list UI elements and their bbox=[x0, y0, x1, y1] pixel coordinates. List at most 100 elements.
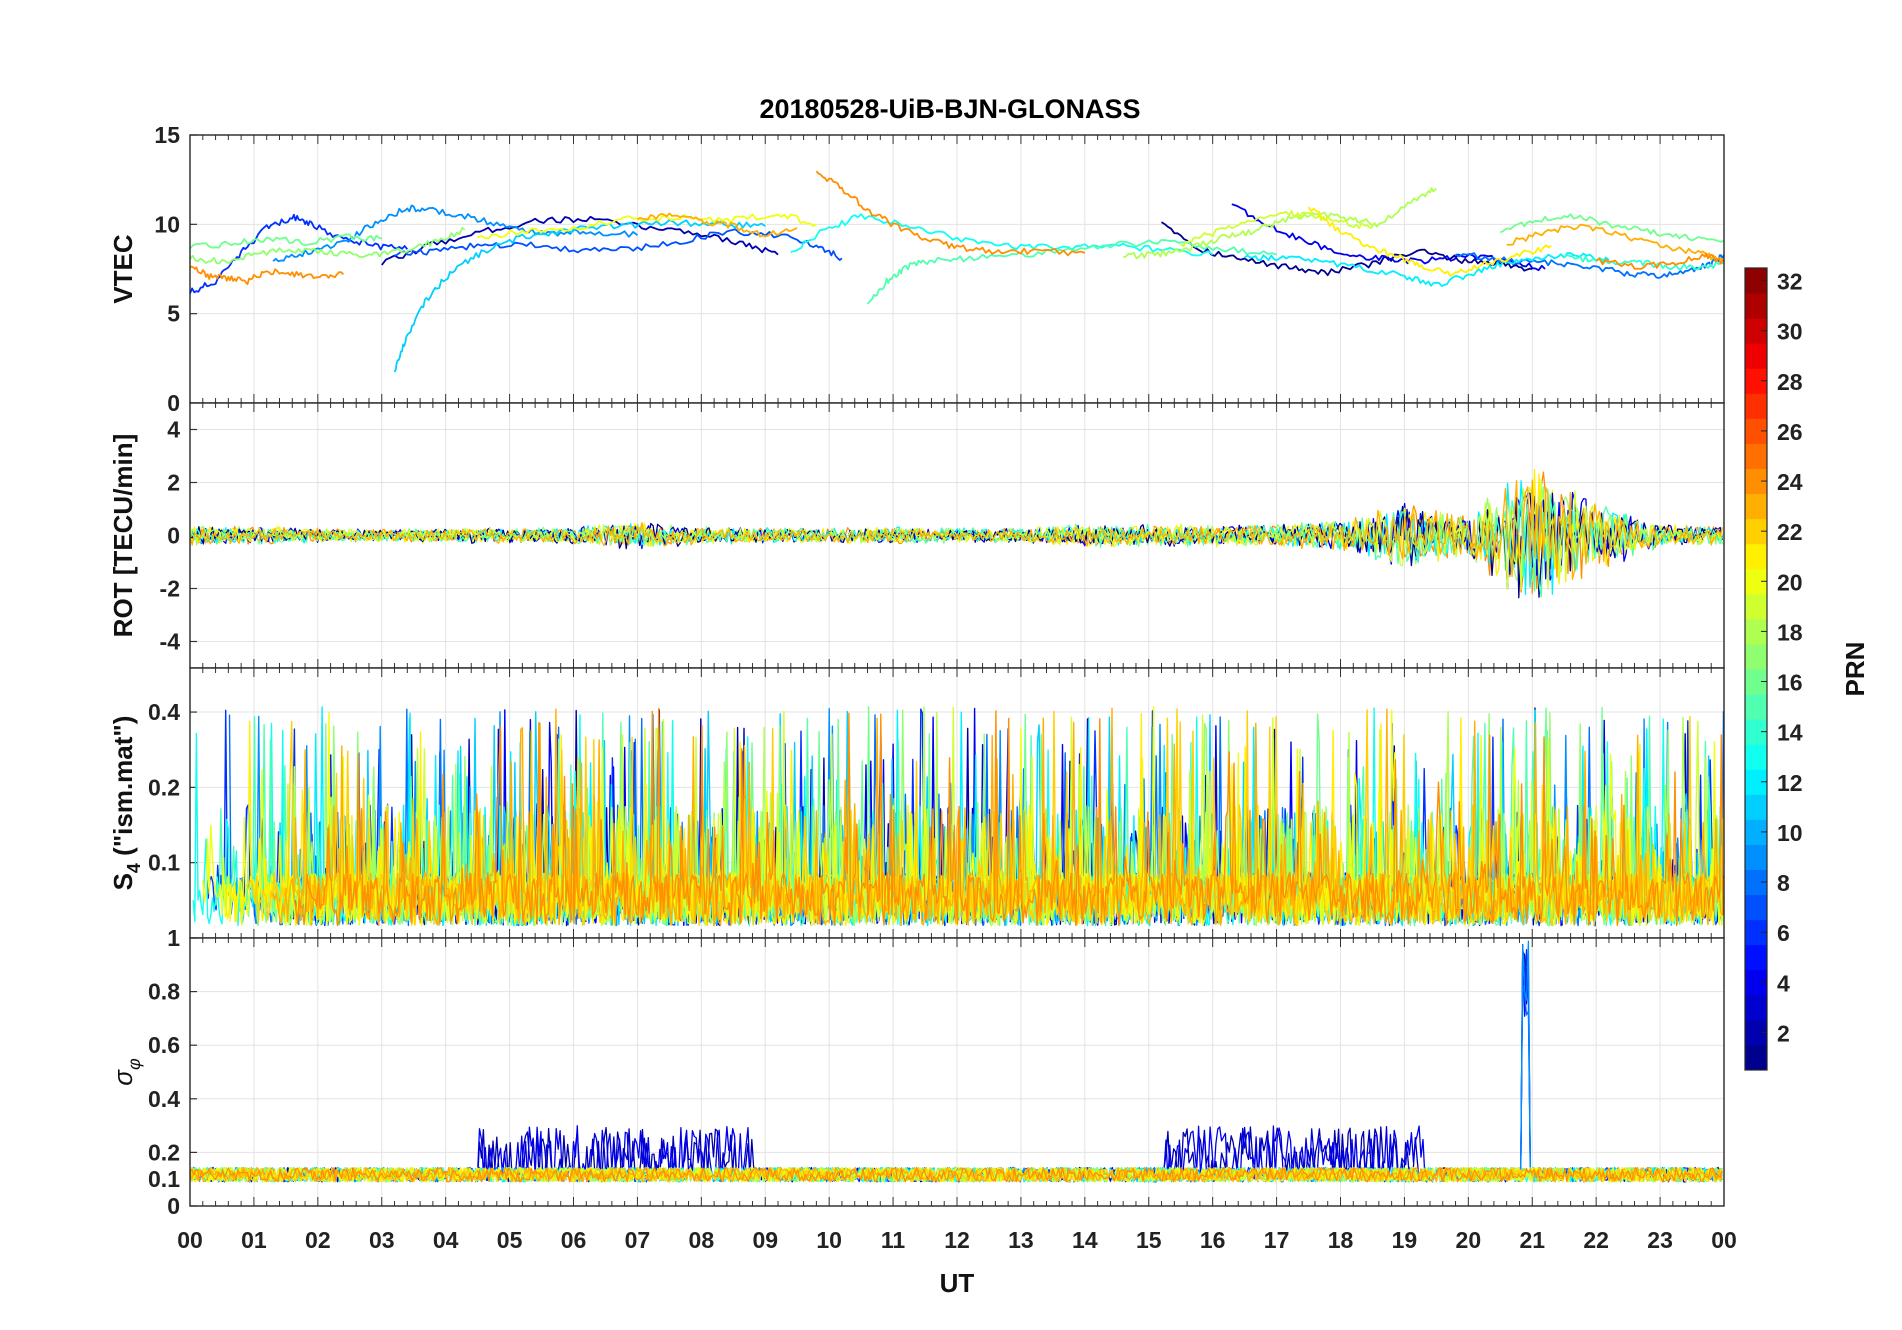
y-label-sub: 4 bbox=[124, 863, 144, 873]
x-tick-label: 00 bbox=[1711, 1227, 1737, 1253]
colorbar-tick-label: 26 bbox=[1777, 419, 1803, 445]
colorbar-tick-label: 10 bbox=[1777, 820, 1803, 846]
vtec-series-prn-9 bbox=[272, 204, 638, 263]
colorbar-tick-label: 8 bbox=[1777, 870, 1790, 896]
panel-4: 00.10.2 0.4 0.6 0.8 1 σφ bbox=[108, 925, 1725, 1219]
x-tick-label: 20 bbox=[1456, 1227, 1482, 1253]
s4-series-prn-24 bbox=[293, 707, 1724, 927]
vtec-series-prn-16 bbox=[189, 233, 383, 250]
y-tick-label: 0.2 bbox=[148, 774, 180, 800]
series-group bbox=[189, 940, 1723, 1183]
colorbar-tick-label: 24 bbox=[1777, 469, 1803, 495]
vtec-series-prn-4 bbox=[1231, 203, 1546, 272]
colorbar-segment bbox=[1745, 518, 1767, 545]
vtec-series-prn-18 bbox=[1122, 187, 1437, 260]
colorbar-segment bbox=[1745, 844, 1767, 870]
colorbar-segment bbox=[1745, 1019, 1767, 1046]
colorbar-segment bbox=[1745, 643, 1767, 670]
series-group bbox=[192, 706, 1725, 927]
x-axis-label: UT bbox=[940, 1268, 975, 1298]
y-tick-label: 0 bbox=[167, 523, 180, 549]
y-tick-label: -4 bbox=[160, 629, 181, 655]
colorbar-segment bbox=[1745, 919, 1767, 946]
colorbar-tick-label: 6 bbox=[1777, 920, 1790, 946]
colorbar-tick-label: 14 bbox=[1777, 720, 1803, 746]
x-tick-label: 05 bbox=[497, 1227, 523, 1253]
vtec-series-prn-24 bbox=[1595, 252, 1725, 270]
vtec-series-prn-19 bbox=[1180, 210, 1373, 247]
colorbar-segment bbox=[1745, 894, 1767, 921]
y-tick-label: 0.4 bbox=[148, 699, 180, 725]
colorbar-segment bbox=[1745, 343, 1767, 369]
y-tick-label: 5 bbox=[167, 301, 180, 327]
y-axis-label: S4 ("ism.mat") bbox=[108, 716, 144, 891]
colorbar-segment bbox=[1745, 694, 1767, 720]
x-tick-label: 10 bbox=[816, 1227, 842, 1253]
x-tick-label: 16 bbox=[1200, 1227, 1226, 1253]
vtec-series-prn-12 bbox=[1244, 252, 1610, 287]
x-tick-label: 03 bbox=[369, 1227, 395, 1253]
x-tick-label: 08 bbox=[689, 1227, 715, 1253]
chart-title: 20180528-UiB-BJN-GLONASS bbox=[759, 94, 1140, 124]
x-tick-label: 22 bbox=[1583, 1227, 1609, 1253]
colorbar-segment bbox=[1745, 543, 1767, 570]
colorbar-segment bbox=[1745, 268, 1767, 294]
x-tick-label: 19 bbox=[1392, 1227, 1418, 1253]
colorbar-segment bbox=[1745, 568, 1767, 595]
colorbar-segment bbox=[1745, 418, 1767, 444]
y-label-rest: ("ism.mat") bbox=[108, 716, 138, 863]
series-group bbox=[189, 170, 1725, 373]
y-tick-label: 15 bbox=[154, 122, 180, 148]
plot-frame bbox=[189, 937, 1725, 1207]
colorbar-segment bbox=[1745, 769, 1767, 795]
y-tick-label: 0.1 bbox=[148, 850, 180, 876]
vtec-series-prn-17 bbox=[189, 226, 466, 265]
colorbar-tick-label: 20 bbox=[1777, 569, 1803, 595]
vtec-series-prn-16 bbox=[1499, 213, 1725, 243]
colorbar-segment bbox=[1745, 994, 1767, 1021]
colorbar-tick-label: 30 bbox=[1777, 319, 1803, 345]
y-axis-label: VTEC bbox=[108, 234, 138, 304]
colorbar-segment bbox=[1745, 468, 1767, 495]
x-tick-label: 01 bbox=[241, 1227, 267, 1253]
x-tick-label: 04 bbox=[433, 1227, 459, 1253]
vtec-series-prn-7 bbox=[394, 228, 843, 261]
colorbar-segment bbox=[1745, 819, 1767, 845]
vtec-series-prn-14 bbox=[1563, 254, 1725, 271]
y-tick-label: 0.2 bbox=[148, 1139, 180, 1165]
vtec-series-prn-8 bbox=[1455, 252, 1725, 279]
series-group bbox=[189, 468, 1724, 599]
x-tick-label: 11 bbox=[881, 1227, 906, 1253]
colorbar-frame bbox=[1744, 267, 1768, 1071]
panel-3: 0.10.20.4S4 ("ism.mat") bbox=[108, 667, 1725, 939]
y-tick-label: 10 bbox=[154, 211, 180, 237]
y-tick-label: 0.8 bbox=[148, 979, 180, 1005]
y-tick-label: 0 bbox=[167, 1193, 180, 1219]
colorbar-segment bbox=[1745, 493, 1767, 520]
colorbar-segment bbox=[1745, 1044, 1767, 1071]
colorbar-tick-label: 28 bbox=[1777, 369, 1803, 395]
colorbar-segment bbox=[1745, 393, 1767, 419]
x-tick-label: 07 bbox=[625, 1227, 651, 1253]
colorbar-segment bbox=[1745, 719, 1767, 745]
colorbar-segment bbox=[1745, 593, 1767, 620]
panel-1: 0 5 10 15 VTEC bbox=[108, 122, 1725, 416]
colorbar-tick-label: 16 bbox=[1777, 670, 1803, 696]
x-tick-label: 17 bbox=[1264, 1227, 1290, 1253]
x-tick-label: 18 bbox=[1328, 1227, 1354, 1253]
colorbar-tick-label: 22 bbox=[1777, 519, 1803, 545]
y-label-main: S bbox=[108, 873, 138, 890]
colorbar-tick-label: 4 bbox=[1777, 970, 1790, 996]
s4-series-prn-23 bbox=[271, 707, 1724, 927]
colorbar-segment bbox=[1745, 744, 1767, 770]
colorbar-segment bbox=[1745, 669, 1767, 695]
colorbar-segment bbox=[1745, 794, 1767, 820]
vtec-series-prn-23 bbox=[636, 212, 798, 238]
colorbar-segment bbox=[1745, 969, 1767, 996]
x-tick-label: 21 bbox=[1519, 1227, 1545, 1253]
colorbar-segment bbox=[1745, 293, 1767, 319]
y-tick-label: 0.1 bbox=[148, 1166, 180, 1192]
x-tick-label: 12 bbox=[944, 1227, 970, 1253]
colorbar-label: PRN bbox=[1840, 642, 1870, 697]
